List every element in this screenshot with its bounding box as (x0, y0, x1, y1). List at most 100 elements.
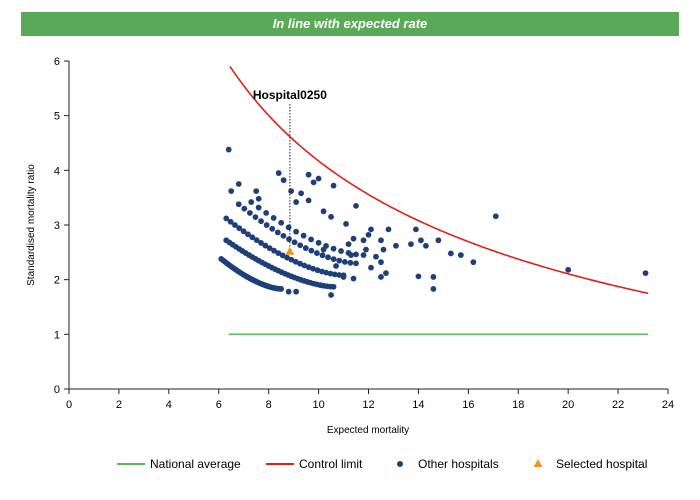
hospital-point (330, 256, 337, 263)
hospital-point (252, 214, 259, 221)
y-tick-label: 1 (54, 329, 60, 341)
hospital-point (278, 286, 285, 292)
hospital-point (263, 209, 270, 216)
hospital-point (279, 252, 286, 259)
hospital-point (447, 250, 454, 257)
hospital-point (330, 283, 337, 290)
hospital-point (258, 239, 264, 246)
hospital-point (360, 237, 367, 244)
hospital-point (240, 228, 247, 235)
hospital-point (353, 202, 359, 209)
hospital-point (435, 237, 442, 244)
legend-label: National average (150, 457, 241, 471)
x-tick-label: 4 (166, 399, 172, 411)
hospital-point (291, 239, 298, 246)
y-tick-label: 0 (54, 384, 60, 396)
hospital-point (415, 273, 422, 280)
legend-label: Other hospitals (418, 457, 499, 471)
hospital-point (340, 274, 347, 280)
hospital-point (270, 215, 277, 221)
hospital-point (223, 215, 230, 222)
hospital-point (297, 242, 304, 249)
x-tick-label: 2 (116, 399, 122, 411)
hospital-point (341, 258, 348, 265)
hospital-point (418, 237, 424, 244)
hospital-point (385, 226, 392, 233)
hospital-point (280, 232, 287, 239)
hospital-point (275, 250, 282, 256)
x-tick-label: 18 (512, 399, 524, 411)
hospital-point (249, 234, 256, 241)
hospital-point (253, 237, 260, 244)
x-axis-title: Expected mortality (327, 425, 409, 436)
y-tick-label: 4 (54, 165, 60, 177)
hospital-point (328, 213, 334, 220)
hospital-point (365, 231, 372, 238)
hospital-point (297, 260, 303, 267)
hospital-point (305, 197, 312, 204)
hospital-point (353, 260, 359, 267)
hospital-point (288, 256, 295, 263)
hospital-point (457, 252, 464, 258)
hospital-point (235, 181, 242, 187)
hospital-point (338, 248, 344, 254)
hospital-point (320, 246, 327, 253)
hospital-point (565, 266, 572, 273)
legend-label: Selected hospital (556, 457, 647, 471)
hospital-point (253, 188, 260, 195)
hospital-point (305, 171, 312, 178)
hospital-point (271, 247, 277, 254)
hospital-point (378, 274, 384, 280)
hospital-point (308, 247, 315, 254)
control-limit-curve (229, 66, 649, 295)
hospital-point (280, 177, 287, 184)
hospital-point (293, 288, 300, 295)
hospital-point (333, 263, 339, 269)
hospital-point (310, 179, 317, 186)
hospital-point (320, 208, 327, 215)
hospital-point (246, 210, 253, 216)
annotation: Hospital0250 (253, 88, 327, 255)
x-tick-label: 8 (266, 399, 272, 411)
hospital-point (269, 225, 276, 232)
hospital-point (360, 252, 367, 258)
y-tick-label: 6 (54, 56, 60, 68)
hospital-point (285, 224, 292, 231)
hospital-point (327, 270, 334, 277)
x-tick-label: 24 (662, 399, 674, 411)
hospital-point (347, 259, 354, 266)
hospital-point (368, 264, 374, 271)
x-tick-label: 16 (462, 399, 474, 411)
hospital-point (285, 288, 292, 295)
x-tick-label: 20 (562, 399, 574, 411)
hospital-point (380, 246, 387, 253)
hospital-point (293, 228, 300, 235)
hospital-point (262, 242, 269, 249)
status-banner: In line with expected rate (21, 12, 679, 36)
y-tick-label: 5 (54, 111, 60, 123)
reference-lines (228, 66, 649, 336)
hospital-point (274, 229, 281, 236)
hospital-point (245, 231, 251, 238)
hospital-point (236, 225, 243, 232)
hospital-point (368, 226, 374, 233)
hospital-point (330, 182, 337, 189)
annotation-label: Hospital0250 (253, 88, 327, 102)
legend-swatch (533, 459, 543, 467)
scatter-points (218, 146, 649, 298)
hospital-point (293, 199, 300, 205)
y-tick-label: 3 (54, 220, 60, 232)
hospital-point (325, 254, 331, 261)
hospital-point (232, 222, 238, 228)
hospital-point (258, 218, 264, 225)
hospital-point (275, 170, 282, 176)
legend-swatch (397, 461, 403, 467)
hospital-point (227, 218, 234, 225)
hospital-point (345, 241, 352, 248)
hospital-point (353, 251, 359, 258)
x-tick-label: 6 (216, 399, 222, 411)
hospital-point (302, 245, 309, 251)
hospital-point (430, 286, 437, 292)
